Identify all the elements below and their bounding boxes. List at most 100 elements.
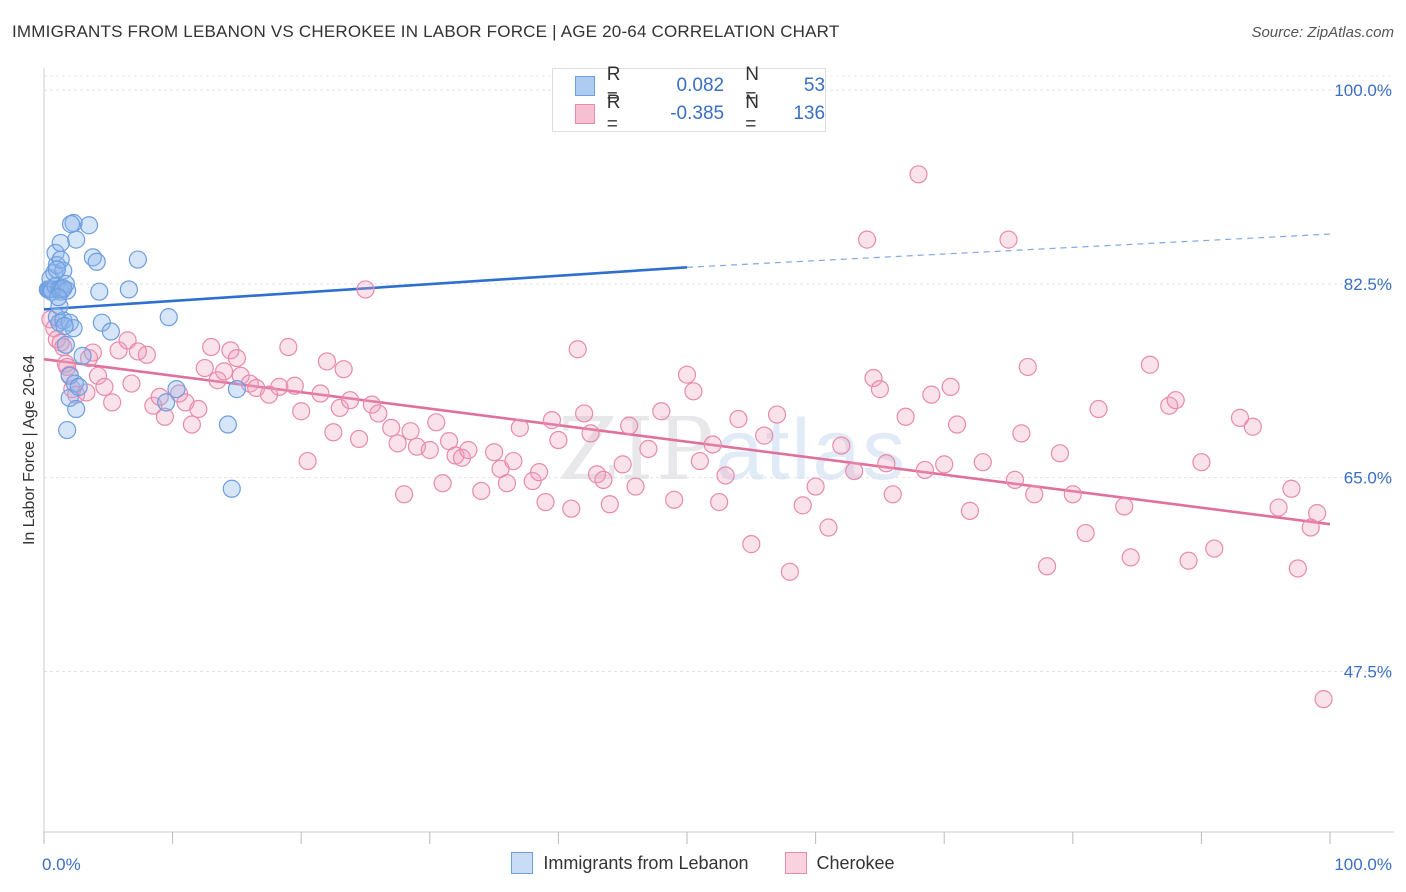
y-tick-label: 100.0% [1334, 81, 1392, 100]
point-cherokee [279, 337, 298, 357]
point-cherokee [909, 165, 928, 184]
point-cherokee [311, 384, 330, 403]
legend-swatch-cherokee [575, 104, 595, 124]
point-cherokee [497, 474, 517, 493]
point-cherokee [420, 440, 439, 460]
legend-n-value: 136 [793, 103, 826, 124]
legend-n-value: 53 [803, 75, 826, 96]
point-cherokee [690, 451, 709, 471]
point-lebanon [67, 230, 86, 249]
point-lebanon [90, 282, 109, 301]
point-cherokee [504, 451, 523, 471]
point-cherokee [195, 358, 214, 378]
legend-item-cherokee: Cherokee [784, 852, 895, 874]
point-cherokee [1089, 399, 1108, 419]
point-cherokee [270, 377, 289, 396]
point-cherokee [401, 422, 420, 441]
point-cherokee [214, 362, 234, 381]
legend-swatch-lebanon [575, 76, 595, 96]
point-lebanon [159, 308, 178, 327]
y-axis-title: In Labor Force | Age 20-64 [21, 355, 38, 545]
point-cherokee [639, 439, 658, 458]
point-cherokee [600, 495, 619, 514]
point-cherokee [349, 429, 369, 449]
point-cherokee [864, 368, 883, 388]
point-cherokee [1140, 355, 1160, 374]
point-lebanon [58, 420, 77, 440]
trend-line-lebanon [43, 266, 688, 311]
point-lebanon [167, 380, 186, 399]
point-cherokee [433, 474, 452, 493]
point-cherokee [960, 501, 980, 520]
point-lebanon [47, 260, 66, 279]
point-cherokee [459, 440, 478, 460]
point-cherokee [530, 463, 549, 482]
point-lebanon [55, 316, 74, 336]
point-cherokee [575, 404, 594, 423]
point-cherokee [915, 460, 935, 480]
point-lebanon [218, 415, 237, 434]
tick-labels: 47.5% 65.0% 82.5% 100.0% 0.0% 100.0% In Labor … [21, 81, 1392, 874]
point-cherokee [1314, 690, 1333, 709]
point-cherokee [1025, 485, 1044, 504]
point-cherokee [298, 451, 317, 471]
point-cherokee [845, 461, 864, 481]
point-cherokee [1192, 453, 1211, 472]
point-cherokee [935, 455, 954, 474]
point-cherokee [356, 280, 375, 299]
point-cherokee [549, 430, 568, 450]
point-cherokee [877, 454, 896, 473]
legend-r-label: R = [606, 64, 621, 107]
legend-row-cherokee: R = -0.385 N = 136 [575, 92, 826, 135]
point-lebanon [222, 479, 241, 498]
point-cherokee [684, 382, 703, 401]
point-cherokee [1018, 357, 1037, 377]
point-lebanon [61, 215, 81, 234]
point-lebanon [73, 346, 92, 365]
point-cherokee [883, 485, 902, 504]
stats-legend: R = 0.082 N = 53 R = -0.385 N = 136 [552, 64, 826, 135]
point-cherokee [594, 470, 613, 489]
point-lebanon [49, 288, 68, 307]
point-cherokee [896, 407, 915, 426]
point-cherokee [324, 423, 343, 442]
point-cherokee [1076, 523, 1095, 543]
point-cherokee [1308, 504, 1327, 523]
point-cherokee [95, 377, 114, 396]
point-cherokee [1166, 391, 1185, 410]
point-cherokee [806, 477, 825, 496]
legend-swatch-cherokee [784, 852, 807, 874]
point-cherokee [1282, 479, 1301, 498]
point-cherokee [716, 466, 735, 485]
point-cherokee [729, 409, 748, 429]
point-cherokee [1050, 444, 1070, 463]
point-cherokee [334, 360, 353, 379]
point-cherokee [88, 366, 108, 385]
point-lebanon [87, 252, 106, 271]
data-points [38, 165, 1333, 709]
point-cherokee [832, 436, 851, 455]
point-cherokee [485, 443, 504, 462]
y-tick-label: 65.0% [1344, 469, 1392, 488]
point-cherokee [947, 415, 967, 434]
point-cherokee [703, 435, 722, 454]
point-cherokee [542, 411, 562, 430]
point-cherokee [292, 402, 311, 421]
point-lebanon [128, 250, 147, 269]
legend-n-label: N = [745, 64, 759, 107]
point-cherokee [568, 340, 587, 359]
point-lebanon [79, 216, 99, 235]
point-cherokee [1115, 497, 1134, 516]
x-tick-label: 0.0% [42, 855, 81, 874]
point-cherokee [472, 481, 491, 501]
trend-lines [43, 233, 1331, 526]
point-lebanon [51, 233, 70, 253]
point-cherokee [922, 385, 941, 404]
point-cherokee [562, 499, 581, 518]
point-cherokee [394, 485, 414, 504]
point-cherokee [1005, 470, 1025, 489]
point-cherokee [285, 376, 304, 395]
point-cherokee [613, 455, 632, 474]
point-cherokee [999, 230, 1018, 249]
